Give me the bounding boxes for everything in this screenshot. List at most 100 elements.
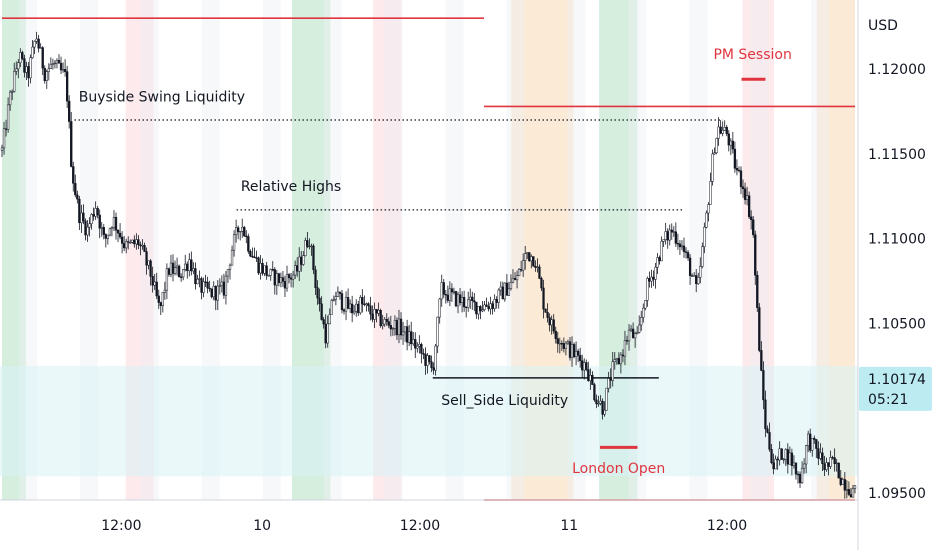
candle [638,315,641,334]
candle-body [792,462,796,466]
candle-body [719,126,722,134]
candle-body [25,66,28,73]
liquidity-label-0[interactable]: Buyside Swing Liquidity [79,89,245,105]
candle-body [762,370,765,401]
candle [462,290,466,312]
candle-body [593,384,596,401]
candle [813,435,816,444]
candle-body [837,462,840,479]
candle [114,212,118,240]
candle-body [15,68,18,72]
candle [0,144,4,157]
candle [145,247,148,275]
candle-body [436,316,439,347]
candle [623,330,627,366]
candle-body [662,239,665,242]
candle [159,301,162,316]
candle-body [351,303,354,314]
candle [450,283,454,302]
candle-body [448,288,452,301]
candle-body [33,41,36,48]
candle-body [703,226,706,247]
candle [540,276,543,292]
candle-body [247,236,250,252]
candle [448,281,452,307]
x-tick-label-0: 12:00 [101,518,141,534]
candle-body [485,304,488,307]
candle-body [363,303,366,306]
candle [658,255,661,265]
candle-body [833,457,836,464]
candle-body [306,240,309,247]
liquidity-label-1[interactable]: Relative Highs [241,179,341,195]
candle-body [804,445,808,465]
session-label-0[interactable]: PM Session [713,47,791,63]
candle [332,295,335,302]
candle [640,310,643,331]
candle-body [800,467,804,484]
current-price-tag[interactable] [859,366,932,411]
candle [770,443,773,465]
candle-body [452,291,456,293]
candle-body [395,320,399,336]
candle [410,321,413,351]
candle [265,261,268,280]
candle-body [650,276,653,282]
candle-body [387,321,390,326]
session-label-1[interactable]: London Open [572,461,665,477]
candle-body [786,449,789,465]
candle-body [137,239,140,246]
candle-body [462,297,466,308]
candle-body [684,251,688,253]
current-price-zone [0,365,858,477]
candle-body [841,479,844,485]
candle-body [566,341,570,344]
candle [65,65,69,108]
candle-body [283,281,287,289]
candle [21,50,24,61]
candle [391,327,395,336]
candle-body [579,355,582,361]
candle-body [220,281,224,286]
candle-body [418,344,421,347]
candle-body [611,361,614,381]
candle [232,230,236,257]
candle-body [70,121,73,167]
candle-body [4,128,8,130]
candle [70,112,73,168]
candle-body [104,234,107,239]
candle [63,59,67,77]
candle [186,261,189,279]
candle [129,239,132,244]
candle-body [63,69,67,72]
candle-body [617,358,620,365]
candle [102,224,105,240]
candle [713,147,716,155]
candle [467,291,470,312]
candle [703,222,706,254]
candle [188,253,191,277]
candle-body [509,281,513,290]
candle-body [747,195,751,218]
candle [422,348,425,360]
candle-body [222,281,226,296]
candle [654,263,657,289]
candle-body [782,458,785,461]
candle-body [328,314,331,325]
candle-body [564,342,568,349]
candle-body [383,319,386,325]
candle-body [312,245,315,271]
candle [556,331,559,353]
candle-body [796,473,800,476]
candle-body [296,265,299,272]
candle [344,291,348,321]
candle-body [648,278,651,282]
candle-body [167,268,171,275]
candle [605,387,608,411]
liquidity-label-2[interactable]: Sell_Side Liquidity [441,393,568,409]
candle [127,236,130,250]
candle-body [338,291,342,294]
candle-body [737,169,741,172]
candle-body [558,343,561,345]
